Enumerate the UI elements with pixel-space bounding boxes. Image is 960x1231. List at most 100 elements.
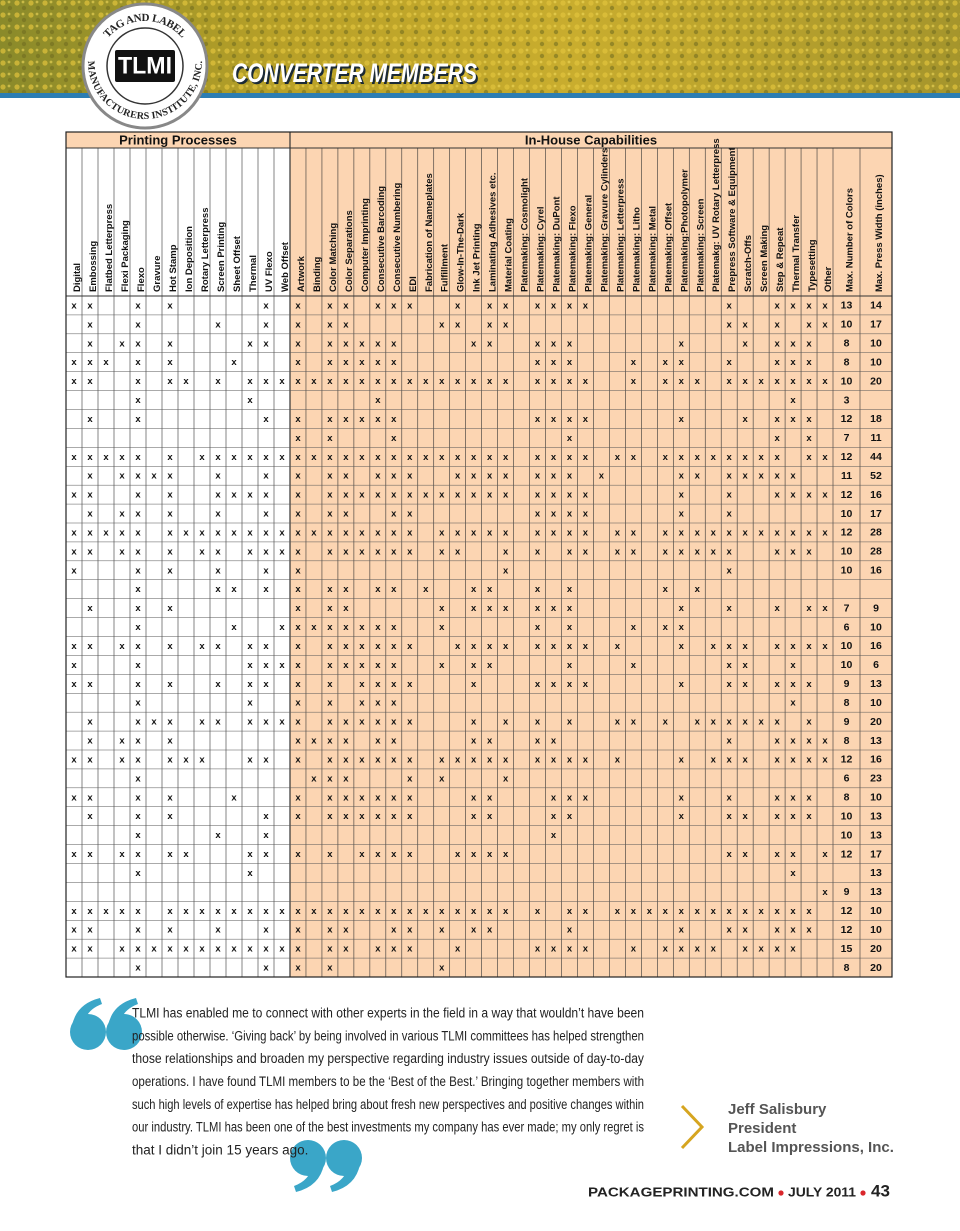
cell-mark: x [487, 471, 493, 482]
cell-mark: x [535, 641, 541, 652]
cell-mark: x [135, 490, 141, 501]
cell-mark: x [247, 849, 253, 860]
cell-mark: x [343, 660, 349, 671]
cell-mark: x [423, 376, 429, 387]
attribution-line: Label Impressions, Inc. [728, 1139, 894, 1156]
cell-mark: x [423, 452, 429, 463]
cell-mark: x [551, 471, 557, 482]
cell-mark: x [359, 490, 365, 501]
max-width: 20 [870, 943, 882, 955]
cell-mark: x [263, 679, 269, 690]
cell-mark: x [295, 338, 301, 349]
cell-mark: x [295, 736, 301, 747]
group-header-bg [66, 132, 892, 148]
cell-mark: x [487, 319, 493, 330]
cell-mark: x [167, 944, 173, 955]
cell-mark: x [455, 490, 461, 501]
cell-mark: x [151, 471, 157, 482]
column-header: Other [823, 266, 834, 292]
cell-mark: x [199, 944, 205, 955]
cell-mark: x [71, 490, 77, 501]
cell-mark: x [215, 944, 221, 955]
cell-mark: x [71, 376, 77, 387]
table-border [65, 131, 893, 978]
max-width: 13 [870, 735, 882, 747]
cell-mark: x [439, 603, 445, 614]
quote-tail [294, 1164, 324, 1192]
footer-site: PACKAGEPRINTING.COM [588, 1184, 774, 1199]
cell-mark: x [375, 736, 381, 747]
cell-mark: x [375, 357, 381, 368]
header-rule [0, 93, 960, 98]
cell-mark: x [583, 679, 589, 690]
cell-mark: x [535, 622, 541, 633]
cell-mark: x [231, 357, 237, 368]
cell-mark: x [455, 319, 461, 330]
column-header: Platemaking:Photopolymer [679, 169, 690, 292]
cell-mark: x [391, 792, 397, 803]
cell-mark: x [359, 546, 365, 557]
attribution: Jeff Salisbury President Label Impressions… [728, 1101, 894, 1156]
cell-mark: x [295, 811, 301, 822]
cell-mark: x [391, 736, 397, 747]
cell-mark: x [806, 433, 812, 444]
cell-mark: x [135, 584, 141, 595]
max-colors: 10 [841, 829, 853, 841]
cell-mark: x [743, 452, 749, 463]
cell-mark: x [263, 414, 269, 425]
cell-mark: x [71, 754, 77, 765]
cell-mark: x [758, 471, 764, 482]
cell-mark: x [327, 679, 333, 690]
cell-mark: x [790, 698, 796, 709]
cell-mark: x [407, 546, 413, 557]
cell-mark: x [87, 319, 93, 330]
cell-mark: x [375, 641, 381, 652]
cell-mark: x [327, 754, 333, 765]
cell-mark: x [263, 319, 269, 330]
cell-mark: x [663, 717, 669, 728]
column-header: Platemaking: Screen [695, 198, 706, 292]
quote-line: such high levels of expertise has helped… [132, 1097, 644, 1112]
cell-mark: x [806, 319, 812, 330]
cell-mark: x [167, 376, 173, 387]
cell-mark: x [167, 603, 173, 614]
cell-mark: x [327, 698, 333, 709]
cell-mark: x [199, 641, 205, 652]
cell-mark: x [295, 471, 301, 482]
cell-mark: x [199, 527, 205, 538]
cell-mark: x [487, 300, 493, 311]
cell-mark: x [263, 641, 269, 652]
cell-mark: x [327, 925, 333, 936]
cell-mark: x [711, 944, 717, 955]
cell-mark: x [535, 414, 541, 425]
cell-mark: x [135, 698, 141, 709]
max-colors: 13 [841, 300, 853, 312]
cell-mark: x [119, 906, 125, 917]
cell-mark: x [567, 660, 573, 671]
cell-mark: x [247, 395, 253, 406]
cell-mark: x [199, 546, 205, 557]
cell-mark: x [119, 641, 125, 652]
cell-mark: x [391, 471, 397, 482]
cell-mark: x [503, 717, 509, 728]
cell-mark: x [279, 527, 285, 538]
max-width: 16 [870, 754, 882, 766]
cell-mark: x [407, 849, 413, 860]
cell-mark: x [231, 622, 237, 633]
cell-mark: x [295, 660, 301, 671]
cell-mark: x [774, 490, 780, 501]
cell-mark: x [247, 376, 253, 387]
cell-mark: x [391, 698, 397, 709]
cell-mark: x [391, 546, 397, 557]
cell-mark: x [471, 376, 477, 387]
cell-mark: x [806, 754, 812, 765]
cell-mark: x [167, 357, 173, 368]
cell-mark: x [295, 584, 301, 595]
cell-mark: x [231, 452, 237, 463]
cell-mark: x [487, 754, 493, 765]
cell-mark: x [375, 717, 381, 728]
cell-mark: x [487, 925, 493, 936]
cell-mark: x [455, 376, 461, 387]
column-header: Gravure [152, 256, 163, 292]
cell-mark: x [583, 509, 589, 520]
